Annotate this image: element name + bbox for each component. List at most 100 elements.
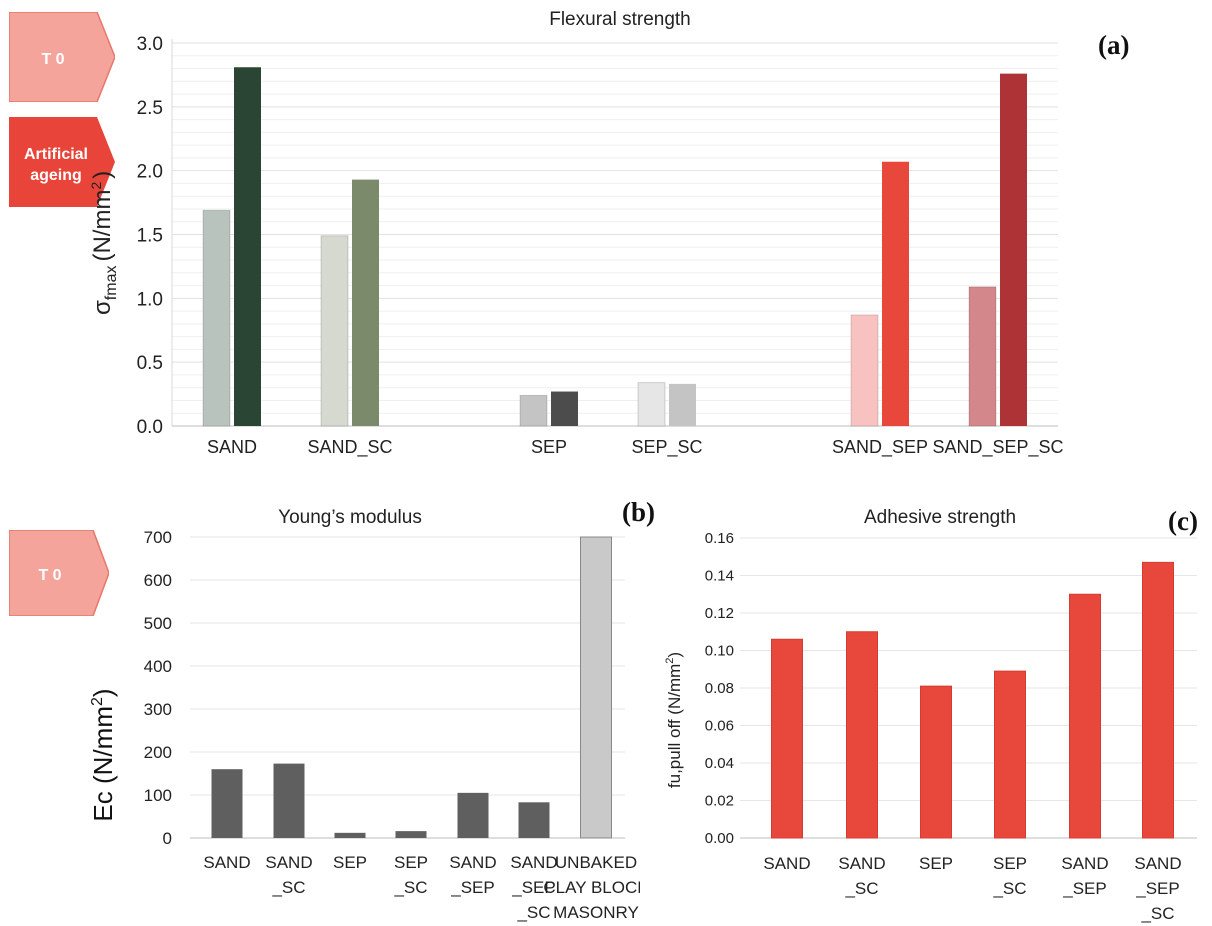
chart-b-ytick: 100 — [144, 786, 172, 805]
chart-c-ytick: 0.06 — [705, 718, 734, 735]
chart-c-title: Adhesive strength — [863, 507, 1017, 528]
chart-b-xtick: SEP — [394, 853, 428, 872]
t0-tag-a: T 0 — [9, 12, 115, 102]
chart-a-bar — [850, 314, 879, 427]
chart-c-xtick: SAND — [838, 854, 885, 873]
chart-a-x-ticks: SAND SAND_SC SEP SEP_SC SAND_SEP SAND_SEP_SC — [207, 437, 1064, 458]
chart-b-xtick: _SC — [393, 878, 427, 897]
chart-b-ytick: 700 — [144, 528, 172, 547]
chart-a-ytick: 1.5 — [137, 226, 163, 247]
ageing-tag-line1: Artificial — [24, 146, 88, 163]
chart-c-xtick: _SEP — [1062, 879, 1106, 898]
chart-b-xtick: SAND — [449, 853, 496, 872]
chart-b-ytick: 0 — [163, 829, 172, 848]
chart-b-xtick: UNBAKED — [555, 853, 637, 872]
t0-tag-b: T 0 — [9, 530, 109, 616]
chart-a-xtick: SAND_SC — [307, 437, 392, 458]
chart-b-title: Young’s modulus — [278, 507, 422, 528]
chart-c-bar — [771, 638, 803, 839]
chart-a-bar — [968, 286, 997, 427]
chart-b-ytick: 500 — [144, 614, 172, 633]
chart-b-ytick: 600 — [144, 571, 172, 590]
chart-a-bar — [202, 209, 231, 427]
ageing-tag-shape — [9, 117, 115, 207]
chart-c-xtick: SAND — [1061, 854, 1108, 873]
chart-b-y-ticks: 0 100 200 300 400 500 600 700 — [144, 528, 172, 848]
chart-a-gridlines — [171, 39, 1058, 427]
chart-b-xtick: _SEP — [511, 878, 555, 897]
chart-b-bar — [395, 831, 427, 838]
chart-c-adhesive: 0.00 0.02 0.04 0.06 0.08 0.10 0.12 0.14 0.16 SAN… — [664, 530, 1197, 923]
chart-a-ytick: 2.0 — [137, 162, 163, 183]
chart-a-ytick: 0.0 — [137, 417, 163, 438]
chart-b-ytick: 400 — [144, 657, 172, 676]
chart-c-ytick: 0.00 — [705, 830, 734, 847]
chart-a-y-ticks: 0.0 0.5 1.0 1.5 2.0 2.5 3.0 — [137, 34, 163, 438]
chart-b-bar — [334, 832, 366, 838]
chart-b-xtick: SAND — [203, 853, 250, 872]
chart-b-bars — [211, 536, 612, 839]
chart-c-gridlines — [740, 537, 1197, 839]
chart-a-bars — [202, 67, 1027, 427]
chart-c-ytick: 0.10 — [705, 643, 734, 660]
chart-a-xtick: SEP — [531, 437, 567, 457]
chart-a-ytick: 3.0 — [137, 34, 163, 55]
chart-c-bar — [920, 685, 952, 839]
chart-b-youngs: 0 100 200 300 400 500 600 700 SAND SAND _SC SEP SEP… — [88, 528, 640, 922]
chart-a-title: Flexural strength — [549, 9, 691, 30]
chart-c-bar — [846, 631, 878, 839]
panel-label-c: (c) — [1168, 506, 1198, 536]
chart-b-xtick: SAND — [265, 853, 312, 872]
chart-c-xtick: SAND — [763, 854, 810, 873]
t0-tag-b-label: T 0 — [38, 567, 61, 584]
chart-b-xtick: _SEP — [450, 878, 494, 897]
chart-a-ytick: 1.0 — [137, 289, 163, 310]
t0-tag-label: T 0 — [41, 51, 64, 68]
chart-a-xtick: SAND_SEP — [832, 437, 928, 458]
chart-c-ytick: 0.04 — [705, 755, 734, 772]
chart-c-xtick: _SC — [992, 879, 1026, 898]
chart-b-gridlines — [190, 536, 625, 839]
chart-c-ytick: 0.14 — [705, 568, 734, 585]
panel-label-b: (b) — [622, 497, 655, 527]
chart-b-bar — [580, 536, 612, 839]
chart-c-xtick: _SC — [844, 879, 878, 898]
chart-c-ytick: 0.08 — [705, 680, 734, 697]
chart-b-xtick: MASONRY — [553, 903, 639, 922]
chart-a-xtick: SAND_SEP_SC — [932, 437, 1063, 458]
chart-a-bar — [669, 383, 696, 426]
chart-b-bar — [211, 769, 243, 838]
chart-a-xtick: SAND — [207, 437, 257, 457]
chart-b-xtick: SAND — [510, 853, 557, 872]
chart-c-ytick: 0.02 — [705, 793, 734, 810]
chart-c-xtick: SEP — [993, 854, 1027, 873]
chart-b-ytick: 200 — [144, 743, 172, 762]
chart-a-flexural: 0.0 0.5 1.0 1.5 2.0 2.5 3.0 SAND SAND_SC SEP SEP_… — [88, 34, 1064, 458]
chart-c-x-ticks: SAND SAND _SC SEP SEP _SC SAND _SEP SAND _SEP _SC — [763, 854, 1181, 923]
ageing-tag: Artificial ageing — [9, 117, 115, 207]
chart-b-xtick: CLAY BLOCK — [543, 878, 640, 897]
chart-a-ytick: 2.5 — [137, 98, 163, 119]
chart-c-bar — [1142, 561, 1174, 839]
chart-a-bar — [1000, 73, 1027, 426]
chart-b-ytick: 300 — [144, 700, 172, 719]
chart-b-xtick: SEP — [333, 853, 367, 872]
panel-label-a: (a) — [1098, 30, 1130, 60]
chart-c-xtick: _SEP — [1135, 879, 1179, 898]
chart-c-ylabel: fu,pull off (N/mm2) — [664, 652, 684, 788]
chart-a-bar — [882, 161, 909, 427]
t0-tag-b-shape — [9, 530, 109, 616]
chart-c-bar — [1069, 593, 1101, 839]
chart-c-xtick: SEP — [919, 854, 953, 873]
chart-b-ylabel: Ec (N/mm2) — [88, 688, 118, 821]
chart-b-xtick: _SC — [516, 903, 550, 922]
chart-a-bar — [637, 382, 666, 427]
chart-b-bar — [457, 792, 489, 838]
chart-a-bar — [320, 235, 349, 427]
chart-b-x-ticks: SAND SAND _SC SEP SEP _SC SAND _SEP SAND _SEP _SC U… — [203, 853, 640, 922]
chart-a-bar — [352, 179, 379, 426]
chart-a-bar — [519, 394, 548, 427]
chart-a-ytick: 0.5 — [137, 353, 163, 374]
chart-c-ytick: 0.12 — [705, 605, 734, 622]
chart-a-xtick: SEP_SC — [631, 437, 702, 458]
